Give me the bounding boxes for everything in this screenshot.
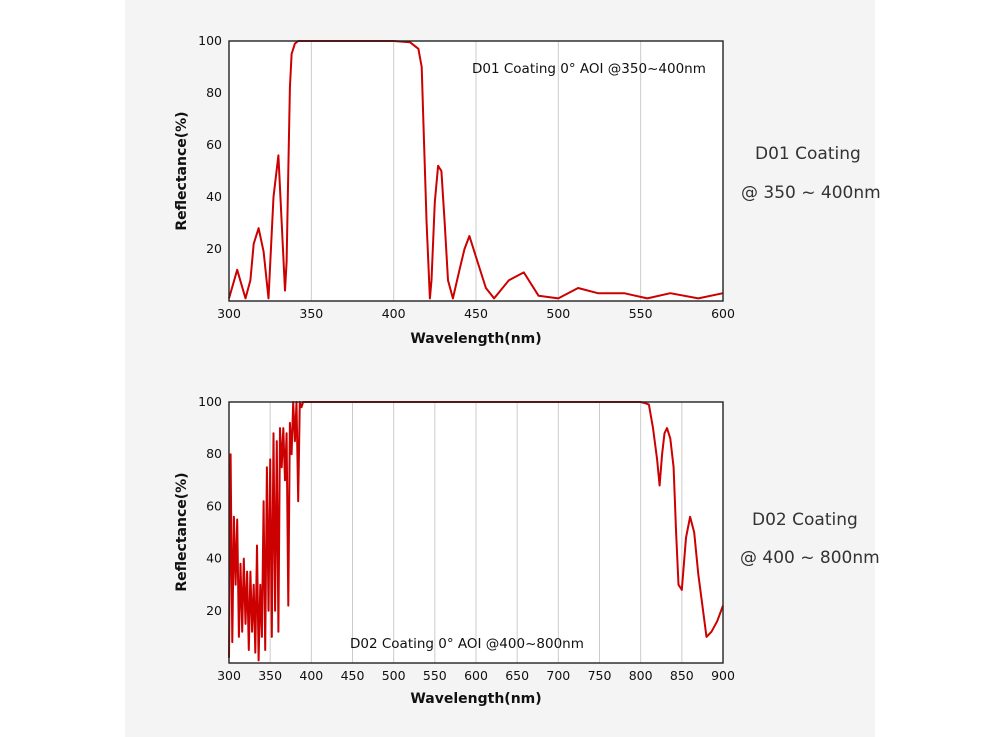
plot-frame <box>228 40 724 302</box>
d02-side-title: D02 Coating <box>752 510 858 530</box>
x-tick-label: 850 <box>670 668 694 683</box>
x-tick-label: 600 <box>464 668 488 683</box>
x-tick-label: 550 <box>629 306 653 321</box>
x-tick-label: 700 <box>546 668 570 683</box>
chart-annotation: D02 Coating 0° AOI @400~800nm <box>350 636 584 652</box>
x-tick-label: 900 <box>711 668 735 683</box>
y-tick-label: 60 <box>206 498 222 513</box>
x-tick-label: 650 <box>505 668 529 683</box>
d02-side-subtitle: @ 400 ~ 800nm <box>740 548 880 568</box>
x-axis-label: Wavelength(nm) <box>410 331 541 347</box>
x-tick-label: 400 <box>299 668 323 683</box>
series-line-D02 <box>228 401 724 662</box>
y-tick-label: 20 <box>206 603 222 618</box>
x-tick-label: 300 <box>217 306 241 321</box>
x-tick-label: 450 <box>464 306 488 321</box>
x-tick-label: 600 <box>711 306 735 321</box>
x-tick-label: 400 <box>382 306 406 321</box>
y-axis-label: Reflectance(%) <box>174 111 190 230</box>
y-tick-label: 80 <box>206 85 222 100</box>
y-tick-label: 80 <box>206 446 222 461</box>
x-axis-label: Wavelength(nm) <box>410 691 541 707</box>
y-tick-label: 40 <box>206 551 222 566</box>
y-tick-label: 100 <box>198 394 222 409</box>
x-tick-label: 500 <box>382 668 406 683</box>
chart-annotation: D01 Coating 0° AOI @350~400nm <box>472 61 706 77</box>
d01-side-title: D01 Coating <box>755 144 861 164</box>
y-axis-label: Reflectance(%) <box>174 472 190 591</box>
plot-frame <box>228 401 724 664</box>
x-tick-label: 300 <box>217 668 241 683</box>
y-tick-label: 100 <box>198 33 222 48</box>
y-tick-label: 60 <box>206 137 222 152</box>
y-tick-label: 40 <box>206 189 222 204</box>
x-tick-label: 800 <box>629 668 653 683</box>
x-tick-label: 500 <box>546 306 570 321</box>
chart-d01: 300 350 400 450 500 550 600 20 40 60 80 100 D01 Coat… <box>174 33 735 347</box>
y-tick-label: 20 <box>206 241 222 256</box>
x-tick-label: 750 <box>588 668 612 683</box>
chart-d02: 300 350 400 450 500 550 600 650 700 750 800 850 900 2… <box>174 394 735 707</box>
x-tick-label: 350 <box>299 306 323 321</box>
series-line-D01 <box>228 40 724 300</box>
x-tick-label: 550 <box>423 668 447 683</box>
x-tick-label: 350 <box>258 668 282 683</box>
d01-side-subtitle: @ 350 ~ 400nm <box>741 183 881 203</box>
x-tick-label: 450 <box>341 668 365 683</box>
